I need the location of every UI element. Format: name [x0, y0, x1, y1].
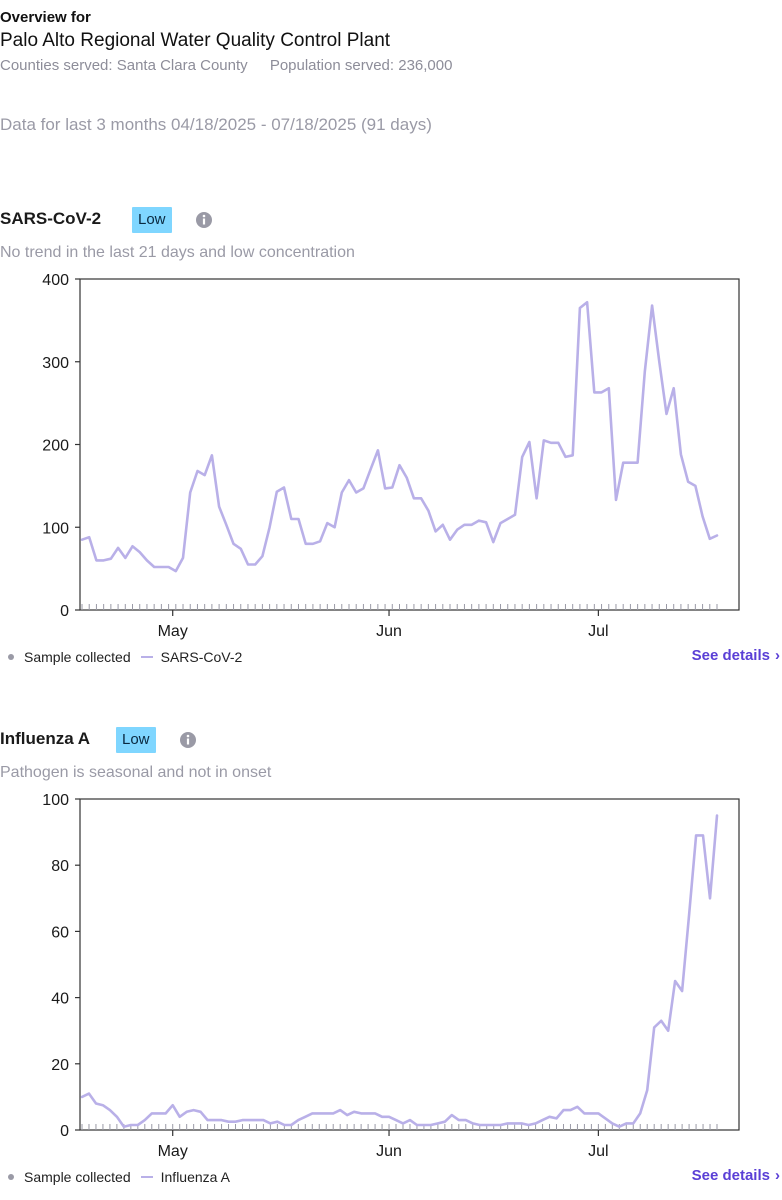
- see-details-label[interactable]: See details: [691, 647, 770, 664]
- sample-dot-icon: [8, 654, 14, 661]
- date-range-text: Data for last 3 months 04/18/2025 - 07/1…: [0, 115, 432, 134]
- chart-legend: Sample collected SARS-CoV-2: [0, 649, 242, 665]
- plant-name: Palo Alto Regional Water Quality Control…: [0, 30, 391, 51]
- sample-dot-icon: [8, 1174, 14, 1181]
- section-description: Pathogen is seasonal and not in onset: [0, 764, 272, 781]
- y-tick-label: 300: [42, 355, 69, 372]
- x-tick-label: May: [158, 623, 188, 640]
- overview-label: Overview for: [0, 9, 91, 26]
- y-tick-label: 0: [60, 1123, 69, 1140]
- section-title-row: SARS-CoV-2 Low: [0, 207, 782, 235]
- x-tick-label: Jul: [588, 623, 608, 640]
- sars-cov-2-chart: 0 100 200 300 400 May Jun Jul: [42, 272, 740, 640]
- y-tick-label: 100: [42, 520, 69, 537]
- x-tick-label: Jun: [376, 1143, 402, 1160]
- plant-meta: Counties served: Santa Clara County Popu…: [0, 56, 782, 76]
- section-description: No trend in the last 21 days and low con…: [0, 244, 355, 261]
- legend-sample-label: Sample collected: [24, 649, 131, 665]
- y-tick-label: 60: [51, 924, 69, 941]
- status-badge: Low: [116, 727, 156, 753]
- influenza-a-section: Influenza A Low Pathogen is seasonal and…: [0, 727, 782, 1185]
- y-tick-label: 100: [42, 792, 69, 809]
- series-line-icon: [140, 655, 153, 658]
- sars-cov-2-section: SARS-CoV-2 Low No trend in the last 21 d…: [0, 207, 782, 665]
- chevron-right-icon: ›: [775, 1167, 780, 1184]
- plot-frame: [79, 798, 740, 1131]
- section-title: SARS-CoV-2: [0, 209, 102, 228]
- chart-legend: Sample collected Influenza A: [0, 1169, 230, 1185]
- y-tick-label: 200: [42, 438, 69, 455]
- y-tick-label: 0: [60, 603, 69, 620]
- population-served: Population served: 236,000: [269, 57, 453, 74]
- legend-series-label: SARS-CoV-2: [160, 649, 243, 665]
- overview-header: Overview for Palo Alto Regional Water Qu…: [0, 8, 782, 76]
- counties-served: Counties served: Santa Clara County: [0, 57, 248, 74]
- x-tick-label: Jul: [588, 1143, 608, 1160]
- influenza-a-chart: 0 20 40 60 80 100 May Jun Jul: [42, 792, 740, 1160]
- series-line: [80, 300, 719, 573]
- section-title: Influenza A: [0, 729, 91, 748]
- y-tick-label: 400: [42, 272, 69, 289]
- section-title-row: Influenza A Low: [0, 727, 782, 755]
- y-tick-label: 80: [51, 858, 69, 875]
- series-line: [80, 814, 719, 1128]
- y-tick-label: 40: [51, 991, 69, 1008]
- series-line-icon: [140, 1175, 153, 1178]
- legend-sample-label: Sample collected: [24, 1169, 131, 1185]
- chevron-right-icon: ›: [775, 647, 780, 664]
- status-badge: Low: [132, 207, 172, 233]
- see-details-link[interactable]: See details ›: [692, 1167, 780, 1184]
- legend-series-label: Influenza A: [160, 1169, 230, 1185]
- see-details-link[interactable]: See details ›: [692, 647, 780, 664]
- info-icon[interactable]: [179, 731, 197, 749]
- see-details-label[interactable]: See details: [691, 1167, 770, 1184]
- x-tick-label: May: [158, 1143, 188, 1160]
- x-tick-label: Jun: [376, 623, 402, 640]
- y-tick-label: 20: [51, 1057, 69, 1074]
- info-icon[interactable]: [195, 211, 213, 229]
